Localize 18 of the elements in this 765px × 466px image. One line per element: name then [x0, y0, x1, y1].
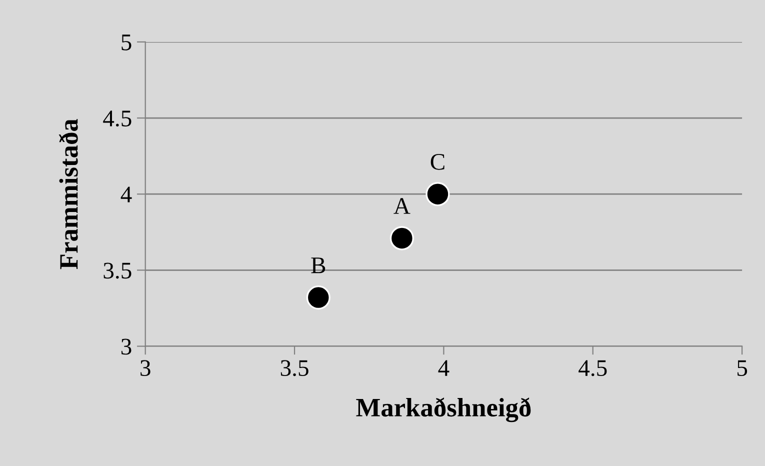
annotation: B: [311, 258, 326, 274]
point: [306, 286, 330, 310]
y-tick-label: 4: [120, 186, 132, 202]
annotation: A: [394, 198, 410, 214]
annotation: C: [430, 154, 444, 170]
x-tick-label: 3: [140, 360, 150, 376]
x-axis-title: Markaðshneigð: [356, 398, 531, 422]
x-tick-label: 5: [738, 360, 748, 376]
x-tick-label: 4.5: [578, 360, 607, 376]
y-tick-label: 4.5: [103, 110, 132, 127]
y-tick-label: 3.5: [104, 262, 132, 279]
y-tick-label: 5: [122, 34, 132, 50]
y-axis-title: Frammistaða: [58, 119, 78, 270]
y-tick-label: 3: [121, 338, 132, 355]
point: [426, 182, 450, 206]
point: [390, 226, 414, 250]
x-tick-label: 3.5: [280, 360, 308, 376]
x-tick-label: 4: [438, 360, 450, 376]
